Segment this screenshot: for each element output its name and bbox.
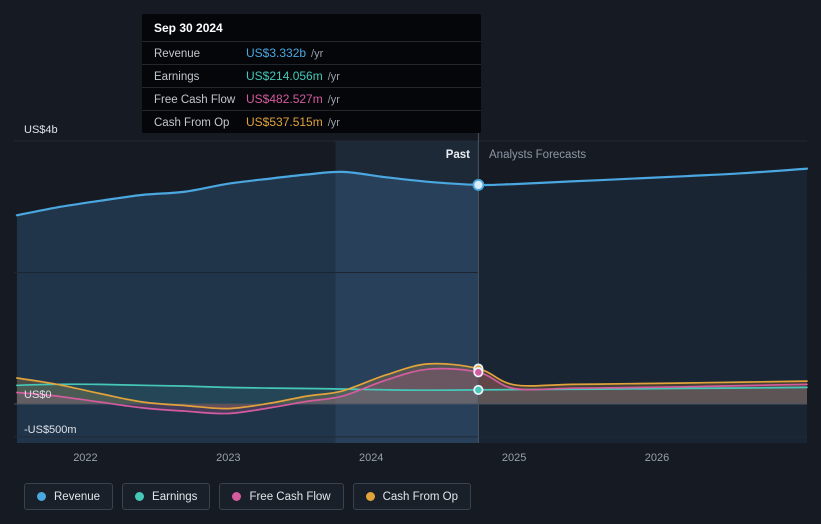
revenue-dot-icon	[37, 492, 46, 501]
tooltip-value: US$214.056m	[246, 69, 323, 83]
cash-from-op-dot-icon	[365, 492, 375, 501]
legend-earnings-button[interactable]: Earnings	[122, 483, 211, 510]
tooltip-row-cash-from-op: Cash From Op US$537.515m /yr	[142, 110, 481, 133]
legend-label: Free Cash Flow	[249, 490, 331, 503]
past-label: Past	[445, 149, 470, 161]
tooltip-suffix: /yr	[327, 94, 340, 106]
legend-free-cash-flow-button[interactable]: Free Cash Flow	[219, 483, 344, 510]
tooltip-value: US$482.527m	[246, 92, 323, 106]
legend-label: Revenue	[54, 490, 101, 503]
legend-label: Earnings	[152, 490, 198, 503]
tooltip-suffix: /yr	[327, 71, 340, 83]
chart-legend: Revenue Earnings Free Cash Flow Cash Fro…	[24, 483, 472, 510]
legend-label: Cash From Op	[382, 490, 459, 503]
tooltip-suffix: /yr	[311, 48, 324, 60]
svg-text:2023: 2023	[216, 452, 240, 464]
tooltip-row-free-cash-flow: Free Cash Flow US$482.527m /yr	[142, 87, 481, 110]
tooltip-row-revenue: Revenue US$3.332b /yr	[142, 41, 481, 64]
y-axis-label-4b: US$4b	[24, 124, 58, 136]
free-cash-flow-dot-icon	[232, 492, 242, 501]
tooltip-label: Free Cash Flow	[154, 94, 236, 106]
tooltip-value: US$3.332b	[246, 46, 307, 60]
tooltip-label: Earnings	[154, 71, 200, 83]
tooltip-value: US$537.515m	[246, 115, 323, 129]
legend-revenue-button[interactable]: Revenue	[24, 483, 114, 510]
chart-tooltip: Sep 30 2024 Revenue US$3.332b /yr Earnin…	[142, 14, 481, 133]
legend-cash-from-op-button[interactable]: Cash From Op	[352, 483, 472, 510]
tooltip-date: Sep 30 2024	[154, 21, 223, 35]
svg-text:2022: 2022	[73, 452, 97, 464]
y-axis-label-zero: US$0	[24, 389, 52, 401]
svg-text:2026: 2026	[645, 452, 669, 464]
earnings-dot-icon	[135, 492, 145, 501]
tooltip-label: Revenue	[154, 48, 201, 60]
svg-text:2025: 2025	[502, 452, 526, 464]
tooltip-row-earnings: Earnings US$214.056m /yr	[142, 64, 481, 87]
analysts-forecasts-label: Analysts Forecasts	[489, 149, 587, 161]
tooltip-label: Cash From Op	[154, 117, 230, 129]
y-axis-label-neg500m: -US$500m	[24, 424, 77, 436]
tooltip-suffix: /yr	[327, 117, 340, 129]
svg-text:2024: 2024	[359, 452, 383, 464]
